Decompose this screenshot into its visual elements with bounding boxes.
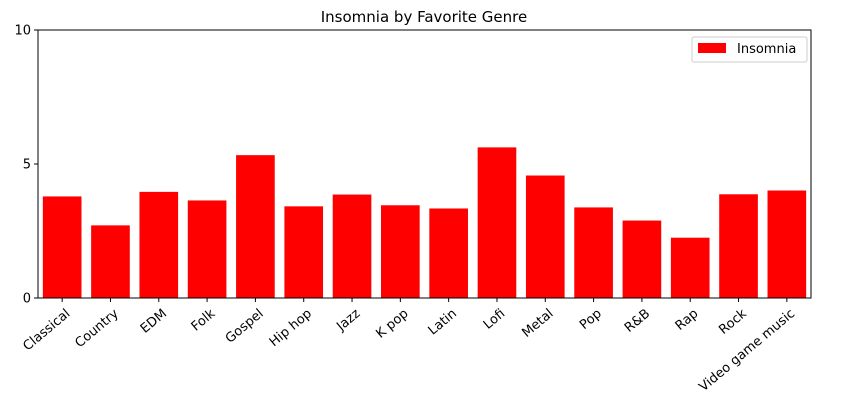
bar bbox=[767, 190, 807, 298]
bar bbox=[525, 175, 565, 298]
x-tick-label: Rap bbox=[673, 306, 702, 334]
y-tick-label: 5 bbox=[23, 158, 31, 173]
bar bbox=[42, 196, 82, 298]
x-tick-label: Rock bbox=[716, 306, 750, 338]
bar bbox=[284, 206, 324, 298]
chart-title: Insomnia by Favorite Genre bbox=[321, 8, 527, 26]
bar bbox=[139, 191, 179, 298]
x-axis: Classical Country EDM Folk Gospel Hip hop Jazz… bbox=[20, 298, 798, 395]
bar bbox=[574, 207, 613, 298]
bar bbox=[670, 237, 710, 298]
legend: Insomnia bbox=[691, 36, 808, 63]
x-tick-label: Gospel bbox=[223, 306, 267, 346]
bar bbox=[477, 147, 517, 298]
legend-label: Insomnia bbox=[737, 42, 796, 57]
bar bbox=[236, 155, 275, 298]
x-tick-label: Lofi bbox=[481, 306, 508, 332]
legend-swatch bbox=[698, 43, 726, 53]
bar bbox=[332, 194, 372, 298]
bar bbox=[381, 205, 420, 298]
x-tick-label: Pop bbox=[577, 306, 605, 333]
x-tick-label: R&B bbox=[622, 306, 653, 336]
x-tick-label: Hip hop bbox=[267, 306, 315, 350]
bar bbox=[719, 194, 758, 298]
x-tick-label: Latin bbox=[426, 306, 460, 338]
x-tick-label: EDM bbox=[138, 306, 170, 336]
bar bbox=[187, 200, 227, 298]
y-axis: 0 5 10 bbox=[14, 24, 38, 307]
bar bbox=[622, 220, 662, 298]
x-tick-label: Classical bbox=[20, 306, 73, 354]
bar bbox=[91, 225, 130, 298]
x-tick-label: Jazz bbox=[333, 306, 363, 335]
y-tick-label: 10 bbox=[14, 24, 31, 39]
bars-layer bbox=[42, 147, 807, 298]
bar bbox=[429, 208, 468, 298]
x-tick-label: Folk bbox=[189, 306, 219, 335]
x-tick-label: Country bbox=[72, 306, 121, 351]
x-tick-label: Metal bbox=[519, 306, 556, 341]
x-tick-label: K pop bbox=[373, 306, 411, 341]
y-tick-label: 0 bbox=[23, 292, 31, 307]
